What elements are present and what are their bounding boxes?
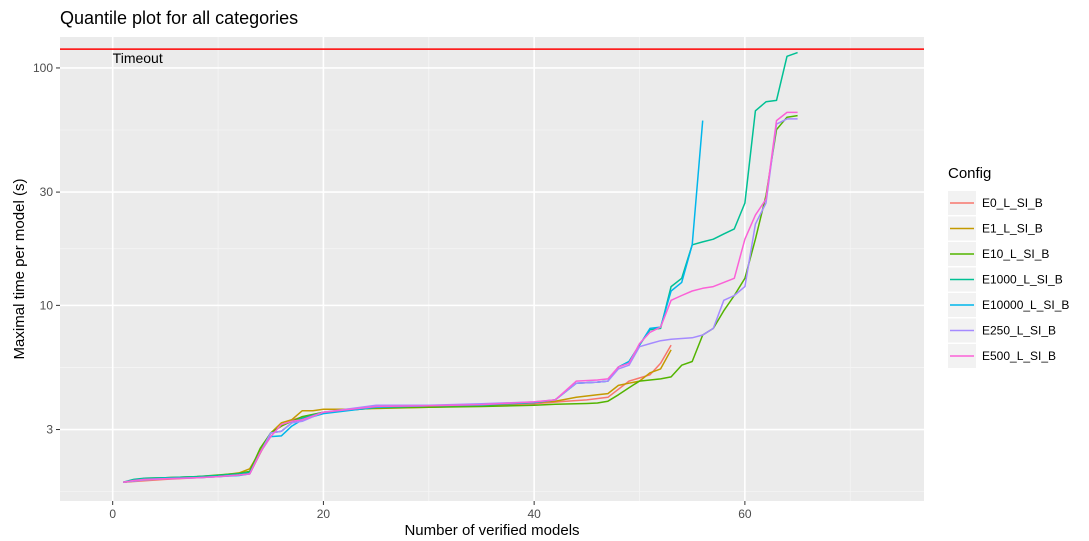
x-tick-label: 20 [317,507,331,521]
legend-label: E10_L_SI_B [982,247,1049,261]
y-axis: 3 10 30 100 [33,61,60,437]
legend-label: E1_L_SI_B [982,222,1043,236]
plot-panel [60,37,924,501]
series-lines [123,51,798,483]
chart-title: Quantile plot for all categories [60,8,298,28]
legend-label: E10000_L_SI_B [982,298,1069,312]
legend-label: E500_L_SI_B [982,349,1056,363]
x-axis-title: Number of verified models [404,522,579,539]
legend-label: E0_L_SI_B [982,196,1043,210]
legend-label: E1000_L_SI_B [982,273,1063,287]
y-tick-label: 30 [40,185,54,199]
legend-label: E250_L_SI_B [982,324,1056,338]
x-axis: 0 20 40 60 [109,501,752,521]
y-tick-label: 3 [46,423,53,437]
series-line-e10-l-si-b [123,114,798,483]
legend: Config E0_L_SI_B E1_L_SI_B E10_L_SI_B E1000… [948,165,1069,368]
x-tick-label: 60 [738,507,752,521]
y-tick-label: 10 [40,298,54,312]
legend-title: Config [948,165,991,182]
series-line-e500-l-si-b [123,111,798,483]
y-tick-label: 100 [33,61,53,75]
timeout-marker: Timeout [60,48,924,66]
y-axis-title: Maximal time per model (s) [11,179,28,360]
grid [60,37,924,501]
timeout-label: Timeout [113,50,163,66]
x-tick-label: 0 [109,507,116,521]
x-tick-label: 40 [527,507,541,521]
